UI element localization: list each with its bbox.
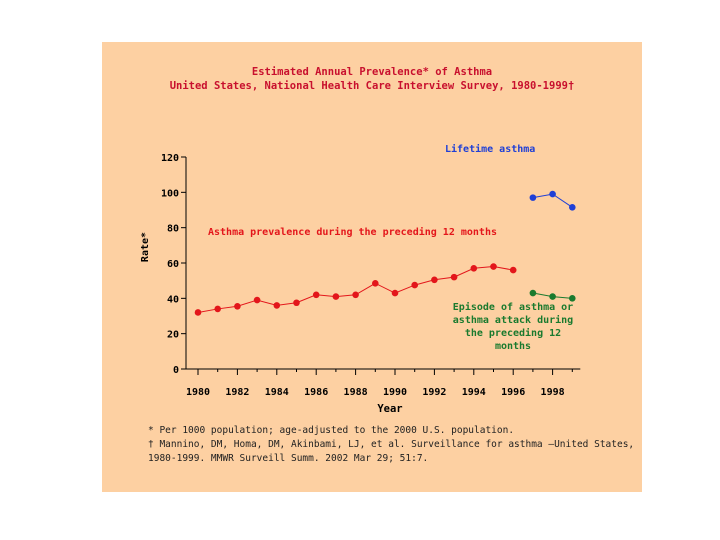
data-point-0 xyxy=(450,273,458,281)
y-tick-label: 60 xyxy=(167,259,179,270)
data-point-0 xyxy=(273,302,281,309)
y-tick-label: 40 xyxy=(167,294,179,305)
data-point-0 xyxy=(332,293,340,300)
annotation-green-line: months xyxy=(495,341,531,352)
chart-subtitle: United States, National Health Care Inte… xyxy=(169,80,575,92)
x-tick-label: 1992 xyxy=(422,387,446,398)
data-point-0 xyxy=(411,281,419,289)
data-point-1 xyxy=(549,190,556,198)
data-point-0 xyxy=(509,266,517,274)
slide-panel xyxy=(102,42,642,492)
data-point-0 xyxy=(194,309,202,316)
data-point-0 xyxy=(234,302,241,310)
data-point-0 xyxy=(490,263,497,270)
x-tick-label: 1984 xyxy=(265,387,289,398)
x-tick-label: 1988 xyxy=(344,387,368,398)
data-point-0 xyxy=(372,280,379,287)
x-tick-label: 1990 xyxy=(383,387,407,398)
footnote-3: 1980-1999. MMWR Surveill Summ. 2002 Mar … xyxy=(148,453,429,464)
y-tick-label: 80 xyxy=(167,224,179,235)
x-tick-label: 1982 xyxy=(225,387,249,398)
data-point-0 xyxy=(391,289,399,297)
y-axis-label: Rate* xyxy=(140,232,151,262)
x-tick-label: 1996 xyxy=(501,387,525,398)
data-point-2 xyxy=(549,293,556,300)
data-point-0 xyxy=(253,296,261,304)
annotation-red: Asthma prevalence during the preceding 1… xyxy=(208,226,497,238)
data-point-0 xyxy=(214,305,221,313)
data-point-2 xyxy=(569,295,576,302)
annotation-blue: Lifetime asthma xyxy=(445,143,535,155)
y-tick-label: 0 xyxy=(173,365,179,376)
x-tick-label: 1980 xyxy=(186,387,210,398)
data-point-0 xyxy=(312,291,320,299)
y-tick-label: 20 xyxy=(167,330,179,341)
x-tick-label: 1986 xyxy=(304,387,328,398)
data-point-0 xyxy=(470,265,478,272)
y-tick-label: 120 xyxy=(161,153,179,164)
data-point-2 xyxy=(529,289,537,297)
data-point-1 xyxy=(529,194,537,201)
x-axis-label: Year xyxy=(377,403,402,415)
data-point-1 xyxy=(569,204,576,211)
footnote-2: † Mannino, DM, Homa, DM, Akinbami, LJ, e… xyxy=(148,439,635,450)
data-point-0 xyxy=(293,299,300,307)
data-point-0 xyxy=(431,276,438,284)
footnote-1: * Per 1000 population; age-adjusted to t… xyxy=(148,425,515,436)
x-tick-label: 1994 xyxy=(462,387,486,398)
y-tick-label: 100 xyxy=(161,188,179,199)
x-tick-label: 1998 xyxy=(541,387,565,398)
annotation-green-line: the preceding 12 xyxy=(465,327,561,339)
annotation-green-line: asthma attack during xyxy=(453,314,573,326)
data-point-0 xyxy=(352,291,359,299)
annotation-green-line: Episode of asthma or xyxy=(453,301,573,313)
chart-title: Estimated Annual Prevalence* of Asthma xyxy=(251,66,493,78)
